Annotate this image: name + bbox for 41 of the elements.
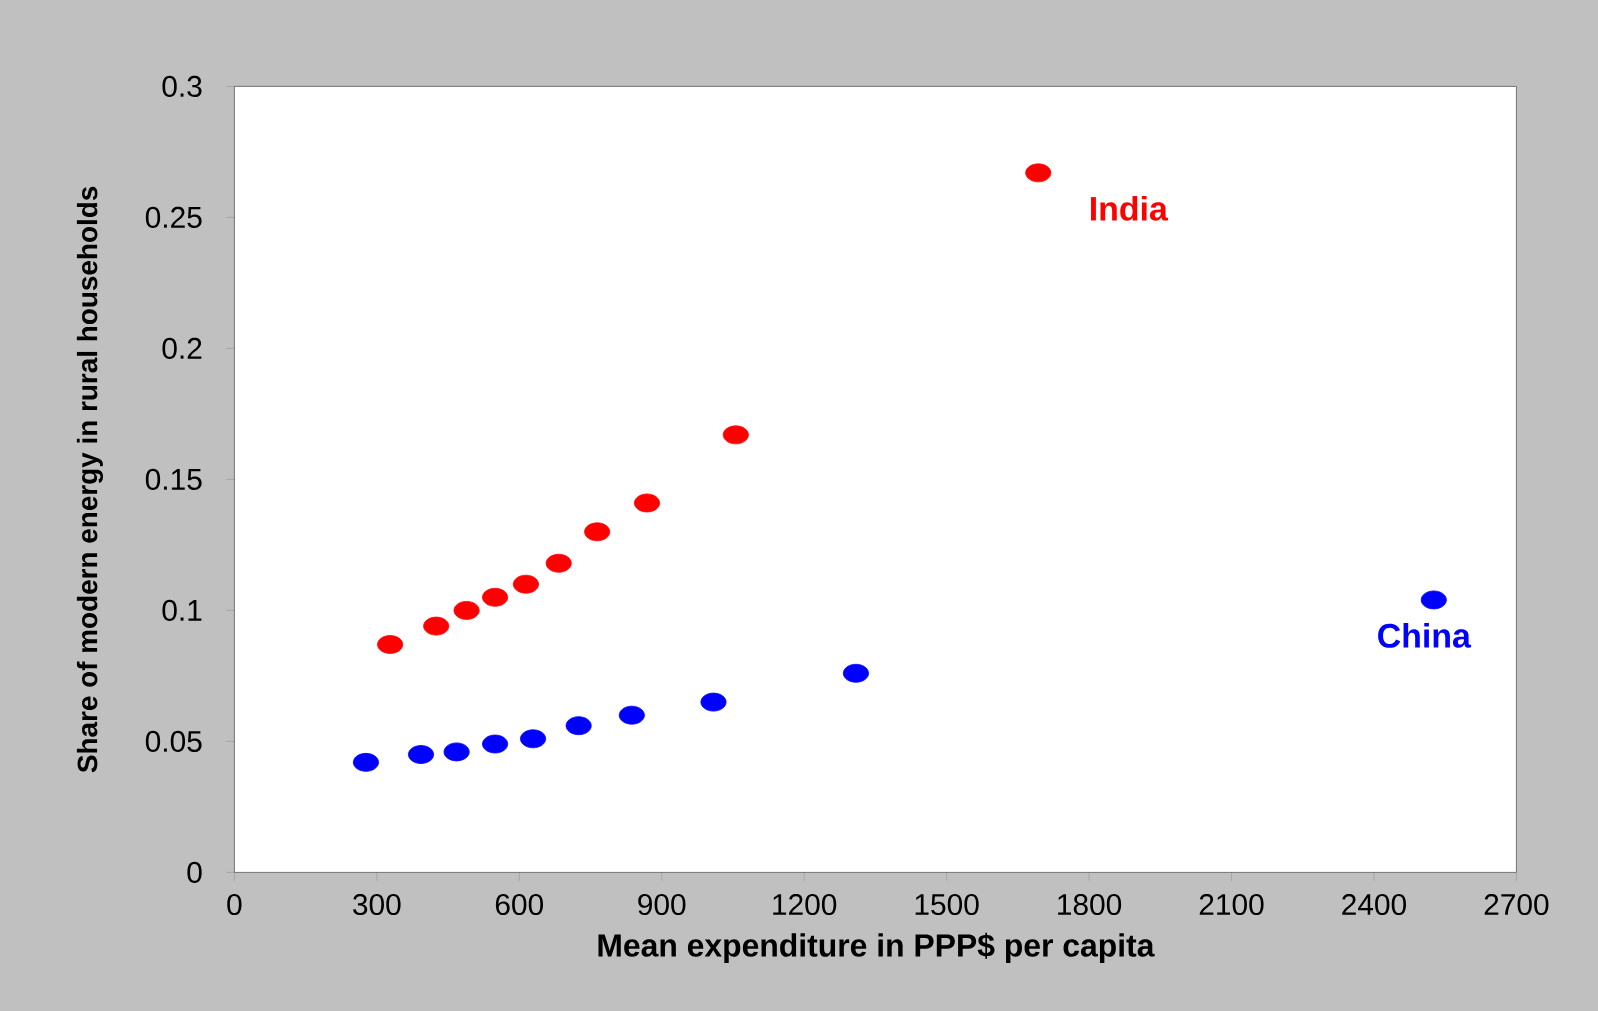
y-tick-label: 0.15 [145,468,202,490]
point [443,742,470,762]
x-tick-label: 0 [227,893,242,916]
y-tick-label: 0.3 [162,75,202,97]
point [1025,163,1052,183]
point [482,587,509,607]
point [352,752,379,772]
x-tick-label: 2400 [1342,893,1407,916]
y-tick-label: 0.25 [145,206,202,228]
point [1420,590,1447,610]
x-tick-label: 1500 [915,893,979,916]
point [634,493,661,513]
x-tick-label: 1800 [1058,893,1122,916]
point [545,553,572,573]
point [423,616,450,636]
x-tick-label: 2100 [1199,893,1264,916]
x-tick-label: 1200 [773,893,837,916]
y-tick-label: 0.05 [145,730,202,752]
point [408,745,434,764]
x-tick-label: 600 [495,893,544,916]
series-label: India [1091,195,1169,221]
point [512,574,539,594]
point [700,692,727,712]
x-tick-label: 900 [638,893,686,916]
point [520,729,547,749]
point [377,635,404,654]
x-tick-label: 2700 [1484,893,1549,916]
point [482,734,509,754]
point [618,705,645,725]
x-tick-label: 300 [353,893,401,916]
y-tick-label: 0.1 [162,599,202,621]
y-tick-label: 0 [187,861,202,883]
y-tick-label: 0.2 [162,337,202,359]
point [565,716,592,736]
point [842,663,869,683]
point [722,425,749,445]
legend-label: China [1378,622,1472,648]
y-axis-title: Share of modern energy in rural households [76,186,103,773]
point [584,522,611,542]
x-axis-title: Mean expenditure in PPP$ per capita [598,932,1155,964]
point [453,601,480,620]
